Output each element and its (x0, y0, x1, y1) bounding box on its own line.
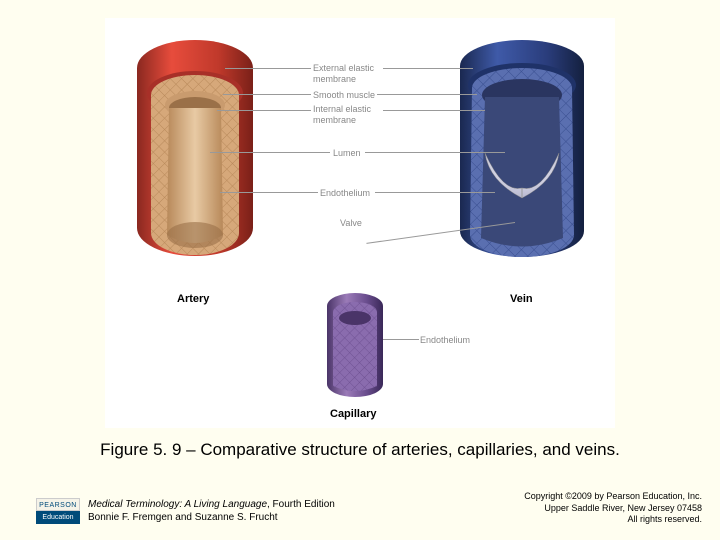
leader-line (383, 68, 473, 69)
publisher-logo: PEARSON Education (36, 498, 80, 528)
book-title: Medical Terminology: A Living Language (88, 499, 267, 510)
leader-line (225, 68, 311, 69)
artery-label: Artery (177, 293, 209, 305)
leader-line (383, 339, 419, 340)
copyright-line: Upper Saddle River, New Jersey 07458 (524, 503, 702, 515)
figure-caption: Figure 5. 9 – Comparative structure of a… (0, 440, 720, 460)
leader-line (375, 192, 495, 193)
leader-line (365, 152, 505, 153)
leader-line (223, 94, 311, 95)
leader-line (377, 94, 477, 95)
label-valve: Valve (340, 218, 362, 229)
leader-line (383, 110, 485, 111)
book-authors: Bonnie F. Fremgen and Suzanne S. Frucht (88, 511, 335, 524)
label-lumen: Lumen (333, 148, 361, 159)
copyright-block: Copyright ©2009 by Pearson Education, In… (524, 491, 702, 526)
label-internal-elastic: Internal elastic membrane (313, 104, 371, 126)
book-info: Medical Terminology: A Living Language, … (88, 498, 335, 524)
label-external-elastic: External elastic membrane (313, 63, 374, 85)
vein-label: Vein (510, 293, 533, 305)
label-endothelium: Endothelium (320, 188, 370, 199)
logo-pearson: PEARSON (36, 498, 80, 511)
label-smooth-muscle: Smooth muscle (313, 90, 375, 101)
leader-line (217, 110, 311, 111)
footer: PEARSON Education Medical Terminology: A… (0, 490, 720, 530)
copyright-line: All rights reserved. (524, 514, 702, 526)
logo-education: Education (36, 511, 80, 524)
vein-vessel (445, 33, 600, 283)
book-edition: , Fourth Edition (267, 499, 335, 510)
leader-line (220, 192, 318, 193)
label-endothelium-capillary: Endothelium (420, 335, 470, 346)
figure-area: Artery (105, 18, 615, 428)
capillary-vessel (315, 288, 395, 403)
artery-vessel (125, 33, 265, 283)
leader-line (210, 152, 330, 153)
copyright-line: Copyright ©2009 by Pearson Education, In… (524, 491, 702, 503)
capillary-label: Capillary (330, 408, 376, 420)
